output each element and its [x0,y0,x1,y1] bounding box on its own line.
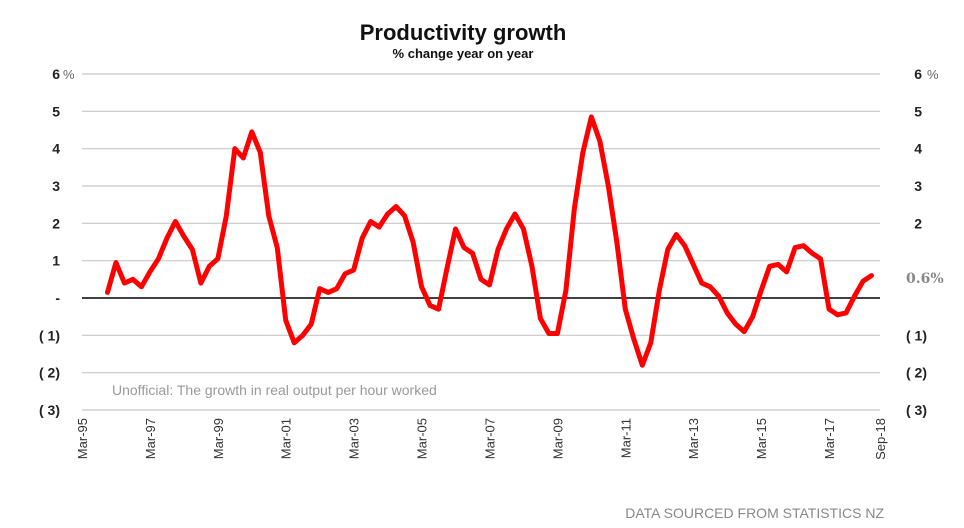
x-tick-label: Mar-01 [279,418,294,459]
y-tick-unit: % [63,67,75,82]
x-tick-label: Mar-11 [618,418,633,458]
x-tick-label: Mar-15 [754,418,769,459]
left-y-axis: 6 % 5 4 3 2 1 - ( 1) ( 2) ( 3) [39,66,75,418]
x-tick-label: Mar-05 [415,418,430,459]
x-tick-label: Mar-95 [75,418,90,459]
y-tick-label: 6 [52,66,60,82]
x-axis: Mar-95 Mar-97 Mar-99 Mar-01 Mar-03 Mar-05 Mar-… [75,418,888,460]
right-y-tick-label: 6 [914,66,922,82]
chart-subtitle: % change year on year [393,46,534,61]
x-tick-label: Mar-07 [482,418,497,459]
series-line [104,114,875,368]
y-tick-label: - [55,290,60,306]
x-tick-label: Mar-09 [550,418,565,459]
y-tick-label: ( 3) [39,402,60,418]
series-layer [104,114,875,368]
y-tick-label: 5 [52,103,60,119]
x-tick-label: Mar-13 [686,418,701,459]
right-y-tick-label: ( 1) [906,327,927,343]
y-tick-label: ( 2) [39,365,60,381]
y-tick-label: 3 [52,178,60,194]
right-y-tick-label: 2 [914,215,922,231]
right-y-tick-label: 3 [914,178,922,194]
right-y-tick-label: 5 [914,103,922,119]
x-tick-label: Mar-99 [211,418,226,459]
data-source: DATA SOURCED FROM STATISTICS NZ [625,505,884,521]
x-tick-label: Sep-18 [873,418,888,460]
latest-value-label: 0.6% [906,271,944,287]
gridlines [82,73,880,411]
y-tick-label: 1 [52,253,60,269]
x-tick-label: Mar-97 [143,418,158,459]
right-y-axis: 6 % 5 4 3 2 ( 1) ( 2) ( 3) [906,66,939,418]
chart-title: Productivity growth [360,20,567,45]
chart-note: Unofficial: The growth in real output pe… [112,382,437,398]
right-y-tick-label: ( 3) [906,402,927,418]
x-tick-label: Mar-03 [347,418,362,459]
y-tick-label: 4 [52,141,60,157]
right-y-tick-label: 4 [914,141,922,157]
right-y-tick-label: ( 2) [906,365,927,381]
x-tick-label: Mar-17 [822,418,837,459]
y-tick-label: ( 1) [39,327,60,343]
y-tick-label: 2 [52,215,60,231]
right-y-tick-unit: % [927,67,939,82]
